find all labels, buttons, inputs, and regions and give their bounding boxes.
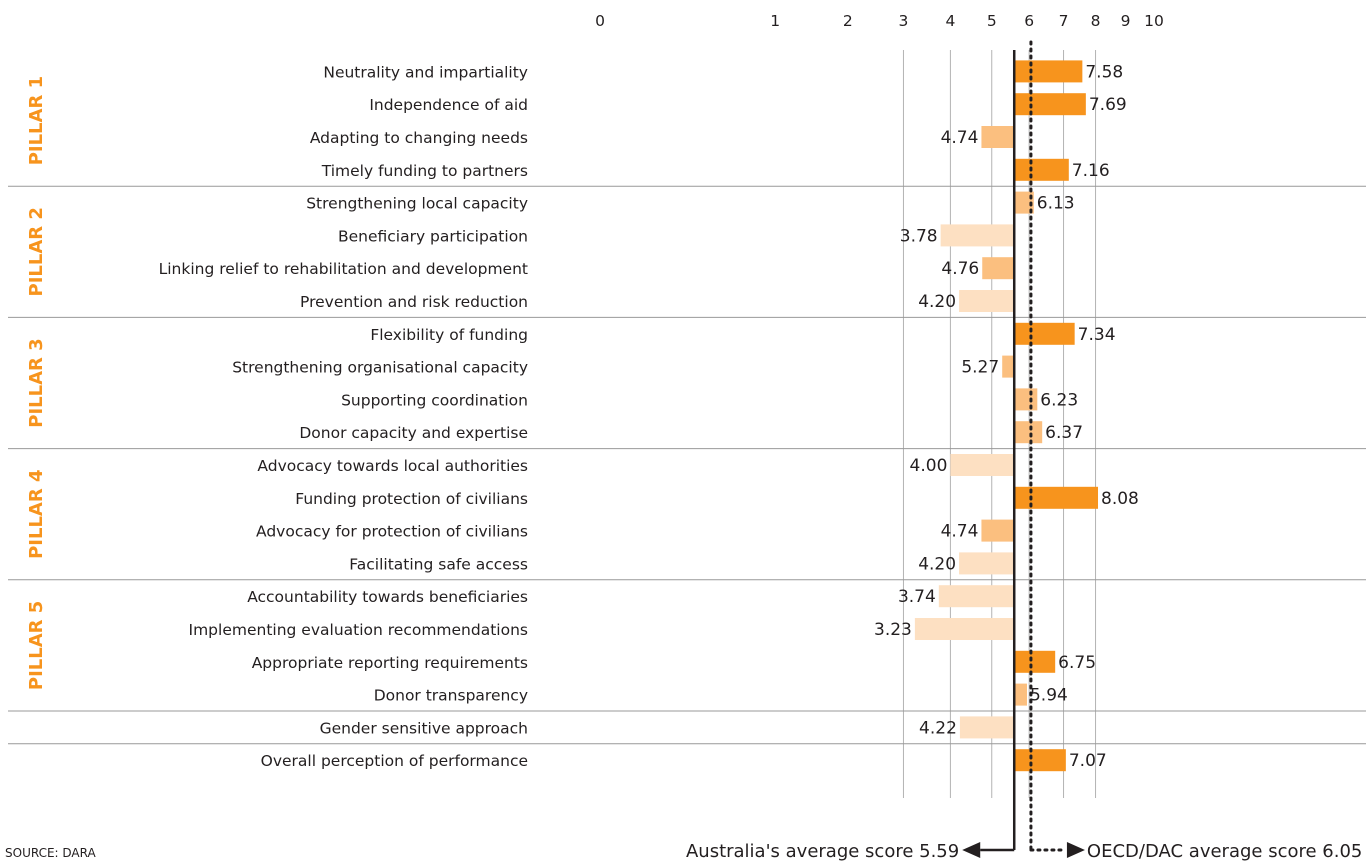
row-label: Appropriate reporting requirements bbox=[252, 654, 528, 672]
row-label: Linking relief to rehabilitation and dev… bbox=[159, 260, 528, 278]
score-bar bbox=[1014, 683, 1027, 706]
row-label: Facilitating safe access bbox=[349, 555, 528, 573]
group-average-label: OECD/DAC average score 6.05 bbox=[1087, 841, 1362, 862]
score-bar bbox=[981, 126, 1015, 148]
value-label: 6.75 bbox=[1058, 653, 1096, 673]
x-axis-ticks: 0 1 2 3 4 5 6 7 8 9 10 bbox=[595, 12, 1164, 30]
pillar-label: PILLAR 2 bbox=[26, 207, 47, 296]
x-tick-label: 7 bbox=[1059, 12, 1069, 30]
pillar-label: PILLAR 4 bbox=[26, 469, 47, 558]
left-arrow-icon bbox=[962, 842, 981, 858]
value-label: 3.74 bbox=[898, 587, 936, 607]
pillar-labels: PILLAR 1 PILLAR 2 PILLAR 3 PILLAR 4 PILLAR 5 bbox=[26, 76, 47, 690]
score-bar bbox=[914, 618, 1015, 640]
x-tick-label: 9 bbox=[1121, 12, 1131, 30]
row-label: Flexibility of funding bbox=[370, 326, 528, 344]
value-label: 4.20 bbox=[918, 292, 956, 312]
score-bar bbox=[950, 454, 1015, 476]
pillar-label: PILLAR 1 bbox=[26, 76, 47, 165]
value-label: 4.22 bbox=[919, 718, 957, 738]
x-tick-label: 3 bbox=[899, 12, 909, 30]
value-label: 7.07 bbox=[1069, 751, 1107, 771]
x-tick-label: 6 bbox=[1024, 12, 1034, 30]
value-label: 4.76 bbox=[941, 259, 979, 279]
pillar-separators bbox=[8, 185, 1366, 745]
row-label: Donor capacity and expertise bbox=[299, 424, 528, 442]
value-label: 7.69 bbox=[1089, 95, 1127, 115]
score-bar bbox=[959, 716, 1015, 739]
score-bar bbox=[940, 224, 1015, 247]
row-label: Prevention and risk reduction bbox=[300, 293, 528, 311]
x-tick-label: 4 bbox=[945, 12, 955, 30]
score-bar bbox=[1014, 486, 1099, 509]
score-bar bbox=[938, 585, 1015, 608]
row-label: Advocacy for protection of civilians bbox=[256, 523, 528, 541]
row-label: Supporting coordination bbox=[341, 391, 528, 409]
row-label: Timely funding to partners bbox=[321, 162, 528, 180]
source-note: SOURCE: DARA bbox=[5, 846, 96, 860]
value-label: 6.13 bbox=[1037, 194, 1075, 214]
x-tick-label: 5 bbox=[987, 12, 997, 30]
row-label: Neutrality and impartiality bbox=[323, 63, 528, 81]
x-tick-label: 8 bbox=[1091, 12, 1101, 30]
pillar-label: PILLAR 3 bbox=[26, 338, 47, 427]
value-label: 6.23 bbox=[1040, 390, 1078, 410]
score-bar bbox=[982, 257, 1015, 280]
score-bar bbox=[1014, 191, 1034, 214]
row-label: Donor transparency bbox=[374, 687, 528, 705]
right-arrow-icon bbox=[1066, 842, 1085, 858]
score-bar bbox=[1014, 421, 1043, 444]
x-tick-label: 0 bbox=[595, 12, 605, 30]
value-label: 3.78 bbox=[900, 226, 938, 246]
pillar-label: PILLAR 5 bbox=[26, 601, 47, 690]
row-label: Strengthening local capacity bbox=[306, 195, 528, 213]
score-bar bbox=[1014, 322, 1075, 345]
value-label: 4.00 bbox=[910, 456, 948, 476]
score-bar bbox=[959, 552, 1015, 575]
row-label: Advocacy towards local authorities bbox=[257, 457, 528, 475]
score-bar bbox=[1014, 749, 1066, 772]
row-label: Gender sensitive approach bbox=[320, 719, 528, 737]
score-bar bbox=[1014, 158, 1069, 181]
row-label: Funding protection of civilians bbox=[295, 490, 528, 508]
value-label: 8.08 bbox=[1101, 489, 1139, 509]
row-label: Strengthening organisational capacity bbox=[232, 359, 528, 377]
value-label: 4.74 bbox=[941, 128, 979, 148]
row-label: Implementing evaluation recommendations bbox=[189, 621, 528, 639]
score-bar bbox=[1014, 650, 1056, 673]
country-average-label: Australia's average score 5.59 bbox=[686, 841, 959, 862]
value-label: 7.58 bbox=[1085, 62, 1123, 82]
x-tick-label: 10 bbox=[1144, 12, 1164, 30]
row-label: Independence of aid bbox=[369, 96, 528, 114]
value-label: 6.37 bbox=[1045, 423, 1083, 443]
x-tick-label: 1 bbox=[770, 12, 780, 30]
value-label: 3.23 bbox=[874, 620, 912, 640]
score-bar bbox=[959, 290, 1015, 312]
row-label: Accountability towards beneficiaries bbox=[247, 588, 528, 606]
bar-rows: Neutrality and impartiality 7.58 Independe… bbox=[159, 60, 1139, 772]
reference-lines: Australia's average score 5.59 OECD/DAC a… bbox=[686, 40, 1362, 862]
value-label: 5.27 bbox=[961, 358, 999, 378]
row-label: Adapting to changing needs bbox=[310, 129, 528, 147]
row-label: Beneficiary participation bbox=[338, 227, 528, 245]
value-label: 5.94 bbox=[1030, 686, 1068, 706]
row-label: Overall perception of performance bbox=[261, 752, 528, 770]
value-label: 4.20 bbox=[918, 554, 956, 574]
score-bar bbox=[1002, 355, 1015, 378]
value-label: 4.74 bbox=[941, 522, 979, 542]
x-tick-label: 2 bbox=[843, 12, 853, 30]
score-bar bbox=[981, 519, 1015, 542]
score-bar bbox=[1014, 60, 1083, 83]
score-bar bbox=[1014, 93, 1086, 116]
value-label: 7.34 bbox=[1078, 325, 1116, 345]
score-bar bbox=[1014, 388, 1038, 411]
value-label: 7.16 bbox=[1072, 161, 1110, 181]
